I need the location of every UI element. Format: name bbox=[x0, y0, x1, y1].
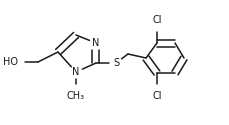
Text: Cl: Cl bbox=[152, 15, 161, 25]
Text: N: N bbox=[72, 67, 79, 77]
Text: N: N bbox=[92, 38, 99, 48]
Text: S: S bbox=[112, 58, 119, 68]
Text: CH₃: CH₃ bbox=[67, 91, 85, 101]
Text: HO: HO bbox=[3, 57, 18, 67]
Text: Cl: Cl bbox=[152, 91, 161, 101]
